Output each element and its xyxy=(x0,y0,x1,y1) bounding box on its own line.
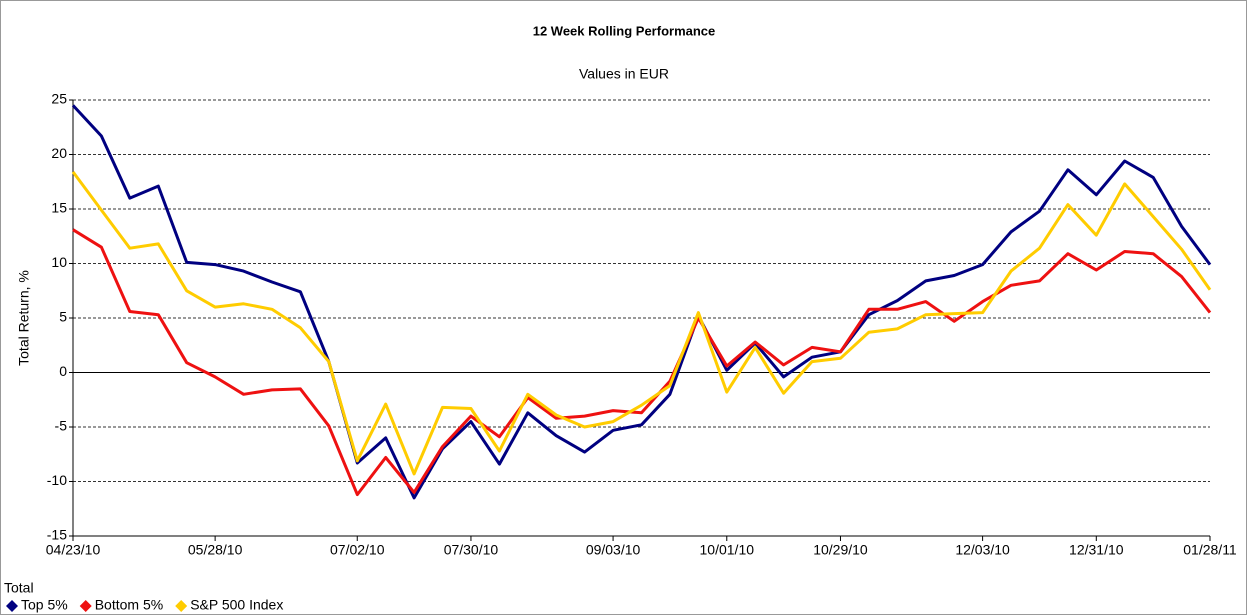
legend-marker xyxy=(175,600,188,612)
series-line xyxy=(71,171,1212,476)
legend-marker xyxy=(6,600,18,612)
x-tick-label: 10/29/10 xyxy=(813,542,868,558)
y-tick-label: 10 xyxy=(51,254,67,270)
y-tick-label: 0 xyxy=(59,363,67,379)
x-tick-label: 07/30/10 xyxy=(444,542,499,558)
chart-title: 12 Week Rolling Performance xyxy=(533,23,716,38)
x-tick-label: 12/03/10 xyxy=(955,542,1010,558)
y-tick-label: -10 xyxy=(47,472,67,488)
x-tick-label: 07/02/10 xyxy=(330,542,385,558)
x-tick-label: 10/01/10 xyxy=(700,542,755,558)
y-tick-label: 15 xyxy=(51,200,67,216)
x-tick-label: 01/28/11 xyxy=(1183,542,1237,558)
legend-marker xyxy=(79,600,92,612)
x-tick-label: 04/23/10 xyxy=(46,542,101,558)
x-tick-label: 12/31/10 xyxy=(1069,542,1124,558)
legend-label: S&P 500 Index xyxy=(190,597,283,613)
chart-subtitle: Values in EUR xyxy=(579,66,669,82)
x-tick-label: 09/03/10 xyxy=(586,542,641,558)
legend-label: Top 5% xyxy=(21,597,68,613)
y-tick-label: 5 xyxy=(59,309,67,325)
series-line xyxy=(72,228,1212,497)
x-tick-label: 05/28/10 xyxy=(188,542,243,558)
legend-label: Bottom 5% xyxy=(95,597,163,613)
y-axis-label: Total Return, % xyxy=(16,270,32,366)
y-tick-label: -15 xyxy=(47,527,67,543)
legend-title: Total xyxy=(4,580,34,596)
series-line xyxy=(71,104,1212,500)
y-tick-label: 25 xyxy=(51,91,67,107)
y-tick-label: -5 xyxy=(55,418,68,434)
y-tick-label: 20 xyxy=(51,145,67,161)
